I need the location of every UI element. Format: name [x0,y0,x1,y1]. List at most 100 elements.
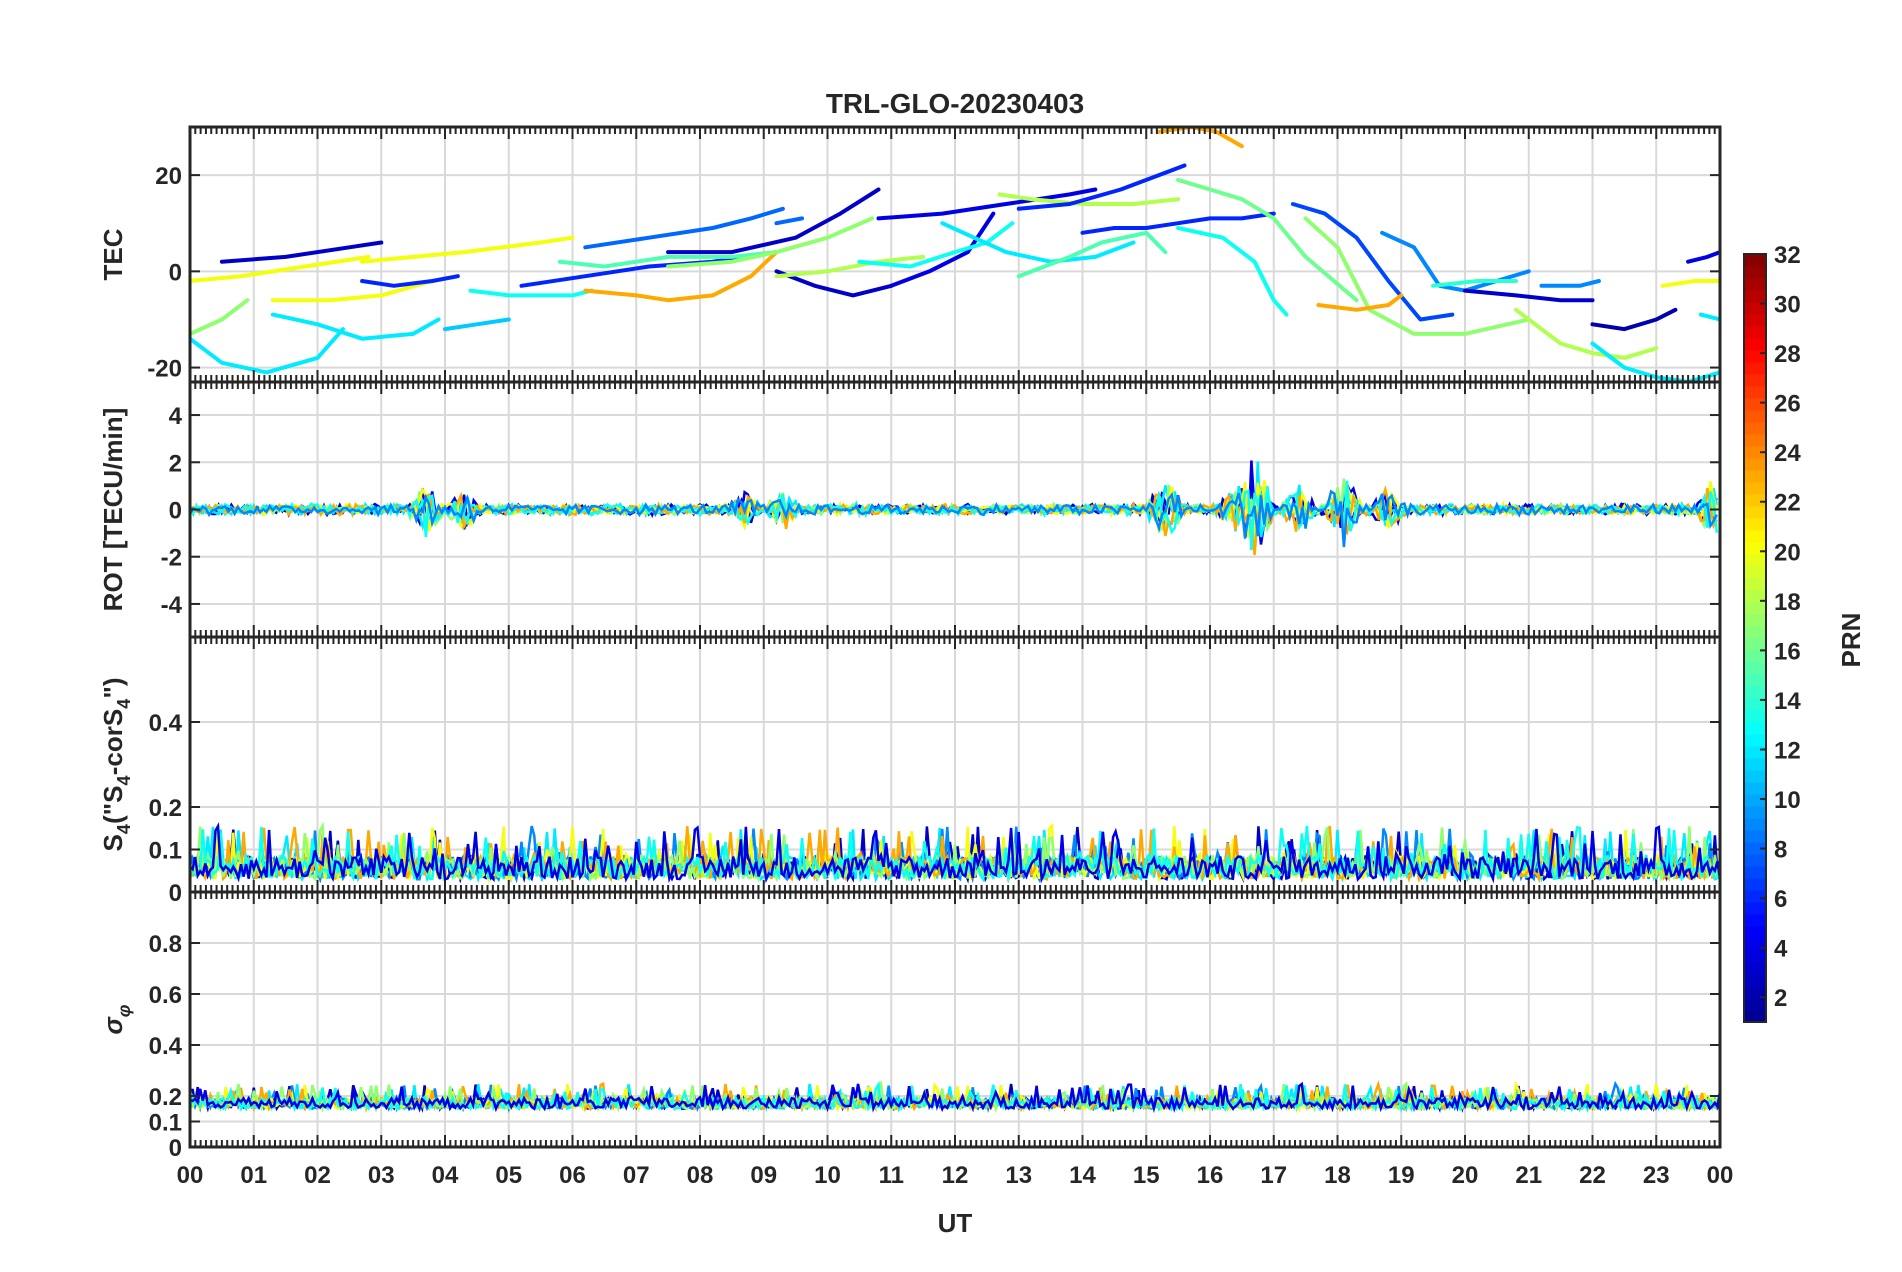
colorbar-band [1744,374,1766,387]
x-tick-label: 03 [368,1162,395,1189]
colorbar-tick-label: 32 [1774,242,1801,269]
tec-trace-prn-3 [1463,288,1595,303]
colorbar-tick-label: 4 [1774,936,1788,963]
s4-trace-prn-4 [190,821,1720,884]
colorbar-band [1744,710,1766,723]
x-ticks [189,127,1721,382]
colorbar-band [1744,842,1766,855]
y-tick-label: -20 [147,356,182,383]
colorbar-band [1744,866,1766,879]
colorbar-tick-label: 20 [1774,539,1801,566]
colorbar-band [1744,350,1766,363]
tec-trace-prn-2 [1590,307,1678,332]
colorbar-label: PRN [1836,613,1866,668]
colorbar-band [1744,890,1766,903]
x-tick-label: 19 [1388,1162,1415,1189]
colorbar-band [1744,386,1766,399]
y-tick-label: 0.2 [149,795,182,822]
colorbar-band [1744,446,1766,459]
y-tick-label: 2 [169,450,182,477]
colorbar-band [1744,410,1766,423]
tec-trace-prn-16 [1176,177,1359,303]
tec-trace-prn-15 [557,250,779,269]
tec-trace-prn-6 [360,274,460,288]
traces [190,460,1719,556]
colorbar-band [1744,854,1766,867]
tec-trace-prn-4 [876,187,1098,221]
y-tick-label: 0 [169,1135,182,1162]
colorbar-band [1744,662,1766,675]
x-tick-label: 10 [814,1162,841,1189]
colorbar-band [1744,650,1766,663]
tec-trace-prn-7 [1290,202,1455,322]
colorbar-band [1744,998,1766,1011]
colorbar-band [1744,266,1766,279]
tec-trace-prn-17 [1303,216,1531,336]
tec-trace-prn-23 [583,250,779,303]
colorbar-band [1744,782,1766,795]
tec-trace-prn-14 [1431,279,1518,288]
tec-trace-prn-23 [1316,293,1404,312]
colorbar-band [1744,638,1766,651]
panel-s4: 0 0.1 0.2 0.4 S4 ("S4 -corS4 ") [98,635,1722,907]
traces [190,821,1720,884]
colorbar-band [1744,314,1766,327]
x-tick-label: 23 [1643,1162,1670,1189]
tec-trace-prn-18 [1514,307,1659,360]
colorbar-tick-label: 10 [1774,787,1801,814]
colorbar-band [1744,338,1766,351]
x-tick-label: 11 [879,1162,904,1189]
y-axis-label: ROT [TECU/min] [98,408,128,612]
colorbar-band [1744,878,1766,891]
x-tick-label: 16 [1197,1162,1224,1189]
tec-trace-prn-17 [190,298,250,336]
colorbar-tick-label: 24 [1774,440,1801,467]
y-tick-label: 0 [169,880,182,907]
y-tick-label: 0.8 [149,931,182,958]
panel-sigma_phi: 00.10.2 0.4 0.6 0.8 σφ [98,890,1722,1162]
panel-tec: -20 0 20 TEC [98,125,1722,384]
tec-trace-prn-11 [443,317,511,332]
colorbar-tick-label: 18 [1774,589,1801,616]
colorbar-band [1744,830,1766,843]
y-tick-label: 0 [169,498,182,525]
y-tick-label: 20 [155,163,182,190]
colorbar-tick-label: 22 [1774,490,1801,517]
y-tick-label: 0.4 [149,1033,183,1060]
x-tick-label: 14 [1069,1162,1096,1189]
colorbar-tick-label: 28 [1774,341,1801,368]
y-axis-label: σφ [98,1004,134,1034]
x-axis-label: UT [938,1208,973,1238]
colorbar-band [1744,494,1766,507]
x-tick-label: 04 [432,1162,459,1189]
colorbar-band [1744,686,1766,699]
colorbar-band [1744,698,1766,711]
x-tick-label: 17 [1260,1162,1287,1189]
x-ticks [189,637,1721,892]
x-tick-label: 05 [495,1162,522,1189]
traces [190,1079,1720,1114]
colorbar-tick-label: 16 [1774,638,1801,665]
tec-trace-prn-6 [1016,163,1187,211]
tec-trace-prn-20 [1660,279,1720,288]
colorbar-band [1744,470,1766,483]
colorbar-band [1744,482,1766,495]
colorbar-band [1744,794,1766,807]
y-tick-label: 0.1 [149,838,182,865]
colorbar-band [1744,290,1766,303]
y-tick-label: 0.4 [149,710,183,737]
colorbar-band [1744,326,1766,339]
tec-trace-prn-20 [360,235,575,264]
colorbar-tick-label: 30 [1774,292,1801,319]
x-tick-label: 00 [177,1162,204,1189]
traces [190,127,1720,382]
colorbar-tick-label: 12 [1774,737,1801,764]
colorbar-band [1744,806,1766,819]
colorbar-band [1744,578,1766,591]
y-tick-label: -2 [161,545,182,572]
colorbar-tick-label: 6 [1774,886,1787,913]
y-tick-label: -4 [161,592,183,619]
